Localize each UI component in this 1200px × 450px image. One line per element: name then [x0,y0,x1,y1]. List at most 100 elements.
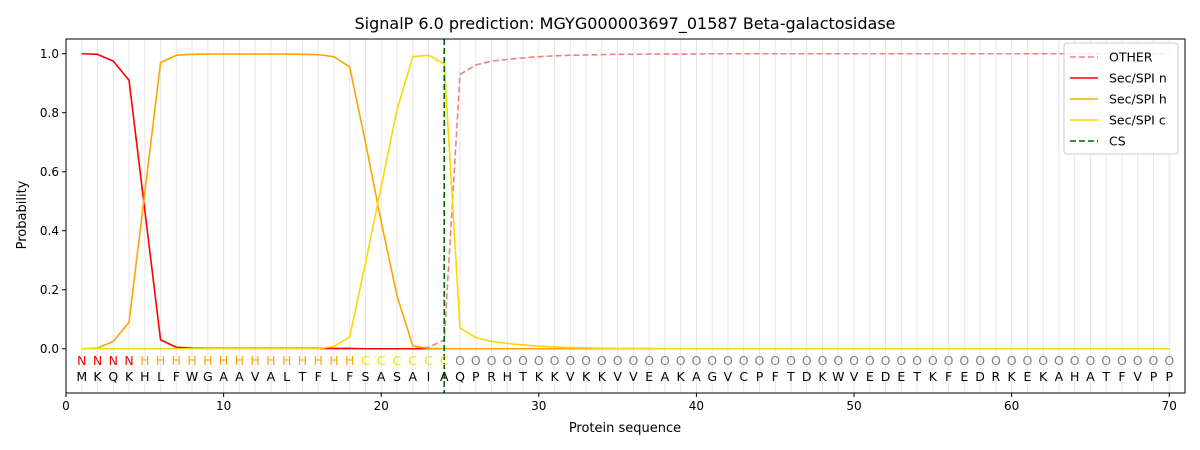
region-label: H [282,353,291,368]
region-label: C [361,353,370,368]
region-label: O [912,353,922,368]
sequence-residue: A [377,369,386,384]
region-label: O [928,353,938,368]
legend-box [1063,42,1179,155]
sequence-residue: K [93,369,102,384]
sequence-residue: W [832,369,844,384]
sequence-residue: R [992,369,1001,384]
sequence-residue: K [598,369,607,384]
region-label: O [818,353,828,368]
region-label: O [1038,353,1048,368]
region-label: O [660,353,670,368]
region-label: O [471,353,481,368]
legend-label: Sec/SPI n [1109,71,1167,86]
region-label: O [723,353,733,368]
sequence-residue: G [707,369,717,384]
y-tick-label: 0.4 [40,224,59,238]
sequence-residue: F [772,369,779,384]
sequence-residue: A [235,369,244,384]
legend-label: CS [1109,134,1126,149]
sequence-residue: P [756,369,764,384]
region-label: H [345,353,354,368]
legend-label: OTHER [1109,50,1153,65]
region-label: N [77,353,86,368]
region-label: O [802,353,812,368]
sequence-residue: Q [455,369,465,384]
region-label: C [408,353,417,368]
y-tick-label: 1.0 [40,47,59,61]
region-label: O [455,353,465,368]
region-label: O [786,353,796,368]
sequence-residue: V [566,369,575,384]
region-label: O [896,353,906,368]
region-label: O [613,353,623,368]
sequence-residue: A [692,369,701,384]
region-label: O [1007,353,1017,368]
sequence-residue: F [315,369,322,384]
region-label: O [1164,353,1174,368]
region-label: O [1022,353,1032,368]
region-label: H [140,353,149,368]
sequence-residue: V [629,369,638,384]
region-label: O [739,353,749,368]
region-label: H [250,353,259,368]
sequence-residue: D [975,369,985,384]
sequence-residue: S [361,369,369,384]
region-label: H [235,353,244,368]
x-tick-label: 40 [689,399,704,413]
plot-frame [65,38,1186,394]
series-lines [81,39,1170,393]
sequence-residue: K [582,369,591,384]
region-label: N [124,353,133,368]
region-label: O [502,353,512,368]
sequence-residue: A [267,369,276,384]
x-tick-label: 10 [216,399,231,413]
sequence-residue: R [487,369,496,384]
region-label: C [377,353,386,368]
sequence-residue: K [125,369,134,384]
region-label: O [1086,353,1096,368]
region-label: O [833,353,843,368]
sequence-residue: A [661,369,670,384]
region-label: H [172,353,181,368]
region-label: O [550,353,560,368]
region-label: O [644,353,654,368]
sequence-residue: K [818,369,827,384]
sequence-residue: A [219,369,228,384]
region-label: O [597,353,607,368]
legend-label: Sec/SPI c [1109,113,1166,128]
sequence-residue: T [298,369,307,384]
sequence-residue: E [866,369,874,384]
region-label: C [440,353,449,368]
sequence-residue: V [1133,369,1142,384]
sequence-residue: V [251,369,260,384]
region-label: O [707,353,717,368]
grid-lines [81,39,1170,393]
region-label: C [424,353,433,368]
y-tick-label: 0.6 [40,165,59,179]
sequence-residue: H [1070,369,1079,384]
region-label: H [298,353,307,368]
sequence-residue: P [472,369,480,384]
sequence-residue: K [677,369,686,384]
y-tick-label: 0.0 [40,342,59,356]
sequence-residue: F [173,369,180,384]
y-tick-label: 0.2 [40,283,59,297]
y-axis-label: Probability [15,180,30,249]
region-label: H [187,353,196,368]
legend: OTHER Sec/SPI n Sec/SPI h Sec/SPI c CS [1063,42,1179,155]
sequence-residue: V [613,369,622,384]
region-label: N [93,353,102,368]
y-tick-label: 0.8 [40,106,59,120]
sequence-residue: P [1165,369,1173,384]
region-label: O [628,353,638,368]
region-label: O [676,353,686,368]
region-label: O [755,353,765,368]
region-label: H [203,353,212,368]
series-line-sec-spi-c [81,54,1170,350]
sequence-residue: T [912,369,921,384]
region-label: O [991,353,1001,368]
region-label: O [959,353,969,368]
sequence-residue: K [535,369,544,384]
